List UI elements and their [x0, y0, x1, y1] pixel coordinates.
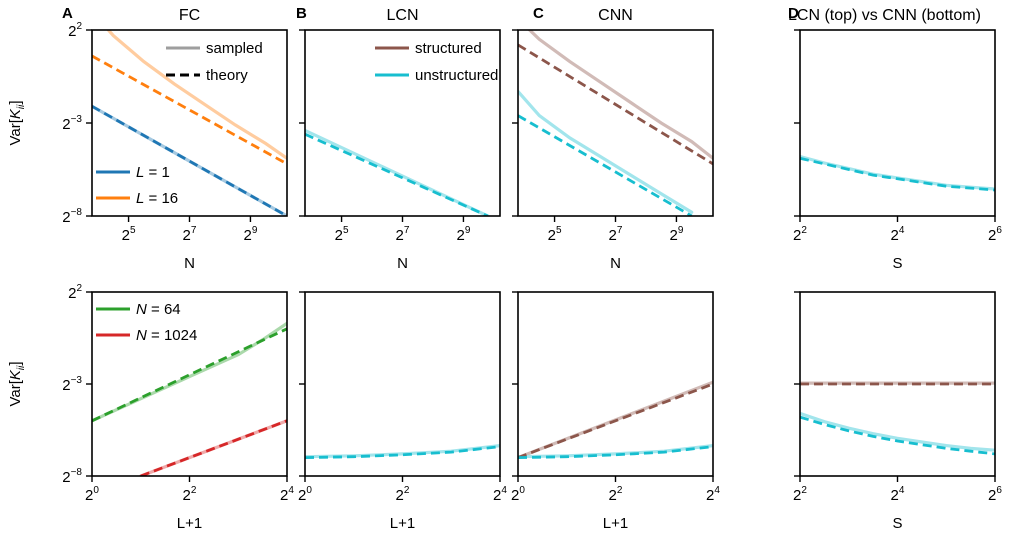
series-B-top-unstructured-theory — [305, 132, 489, 216]
panel-letter-B: B — [296, 5, 307, 22]
ytick-label-A-bottom: 2−3 — [62, 375, 82, 394]
xtick-label-D-top: 26 — [988, 225, 1002, 244]
panel-title-D-top: LCN (top) vs CNN (bottom) — [788, 7, 981, 24]
xtick-label-A-bottom: 22 — [183, 485, 197, 504]
xtick-label-D-bottom: 22 — [793, 485, 807, 504]
xtick-label-B-top: 25 — [335, 225, 349, 244]
legend-sampled-label: sampled — [206, 40, 263, 57]
legend-N1024-label: N = 1024 — [136, 327, 197, 344]
xtick-label-B-top: 29 — [456, 225, 470, 244]
panel-title-C-top: CNN — [598, 7, 633, 24]
panel-letter-A: A — [62, 5, 73, 22]
xlabel-B-bottom: L+1 — [390, 515, 415, 532]
xtick-label-A-bottom: 24 — [280, 485, 294, 504]
xlabel-D-top: S — [892, 255, 902, 272]
series-D-bottom-unstructured-theory — [800, 415, 995, 456]
series-D-top-unstructured-theory — [800, 156, 995, 192]
xtick-label-B-bottom: 24 — [493, 485, 507, 504]
series-A-top-L1-theory — [92, 105, 287, 216]
series-C-top-structured-theory — [518, 43, 713, 166]
legend-N64-label: N = 64 — [136, 301, 181, 318]
xtick-label-D-top: 24 — [891, 225, 905, 244]
series-B-bottom-unstructured-sampled — [305, 444, 500, 459]
xtick-label-C-top: 29 — [669, 225, 683, 244]
series-C-top-unstructured-theory — [518, 114, 693, 216]
xlabel-A-bottom: L+1 — [177, 515, 202, 532]
series-D-top-unstructured-sampled — [800, 154, 995, 191]
xtick-label-C-top: 27 — [609, 225, 623, 244]
series-A-top-L16-theory — [92, 54, 287, 166]
ytick-label-A-top: 2−8 — [62, 207, 82, 226]
xtick-label-C-top: 25 — [548, 225, 562, 244]
legend-L1-label: L = 1 — [136, 164, 170, 181]
xtick-label-C-bottom: 20 — [511, 485, 525, 504]
xtick-label-A-top: 29 — [243, 225, 257, 244]
panel-letter-D: D — [788, 5, 799, 22]
xtick-label-A-top: 27 — [183, 225, 197, 244]
xlabel-D-bottom: S — [892, 515, 902, 532]
series-C-bottom-unstructured-theory — [518, 445, 713, 459]
xlabel-B-top: N — [397, 255, 408, 272]
xtick-label-C-bottom: 22 — [609, 485, 623, 504]
series-A-top-L16-sampled — [106, 30, 287, 160]
panel-title-A-top: FC — [179, 7, 200, 24]
xtick-label-B-bottom: 22 — [396, 485, 410, 504]
xtick-label-B-top: 27 — [396, 225, 410, 244]
panel-title-B-top: LCN — [386, 7, 418, 24]
ytick-label-A-top: 22 — [68, 21, 82, 40]
axes-A-bottom — [91, 291, 288, 477]
ytick-label-A-top: 2−3 — [62, 114, 82, 133]
xtick-label-D-bottom: 24 — [891, 485, 905, 504]
axes-B-top — [304, 29, 501, 217]
series-C-top-unstructured-sampled — [518, 89, 694, 214]
series-D-bottom-unstructured-sampled — [800, 411, 995, 452]
ylabel-A-bottom: Var[Kii] — [7, 361, 27, 406]
xtick-label-B-bottom: 20 — [298, 485, 312, 504]
xtick-label-A-bottom: 20 — [85, 485, 99, 504]
series-A-bottom-N1024-theory — [140, 419, 287, 476]
series-C-top-structured-sampled — [527, 30, 713, 160]
legend-L16-label: L = 16 — [136, 190, 178, 207]
xtick-label-D-top: 22 — [793, 225, 807, 244]
series-B-top-unstructured-sampled — [305, 128, 490, 216]
legend-theory-label: theory — [206, 67, 248, 84]
ytick-label-A-bottom: 22 — [68, 283, 82, 302]
xtick-label-D-bottom: 26 — [988, 485, 1002, 504]
panel-letter-C: C — [533, 5, 544, 22]
ylabel-A-top: Var[Kii] — [7, 100, 27, 145]
series-A-bottom-N64-theory — [92, 327, 287, 423]
legend-structured-label: structured — [415, 40, 482, 57]
xtick-label-C-bottom: 24 — [706, 485, 720, 504]
xlabel-C-top: N — [610, 255, 621, 272]
series-B-bottom-unstructured-theory — [305, 445, 500, 459]
xtick-label-A-top: 25 — [122, 225, 136, 244]
xlabel-A-top: N — [184, 255, 195, 272]
series-C-bottom-structured-theory — [518, 382, 713, 459]
ytick-label-A-bottom: 2−8 — [62, 467, 82, 486]
legend-unstructured-label: unstructured — [415, 67, 498, 84]
xlabel-C-bottom: L+1 — [603, 515, 628, 532]
